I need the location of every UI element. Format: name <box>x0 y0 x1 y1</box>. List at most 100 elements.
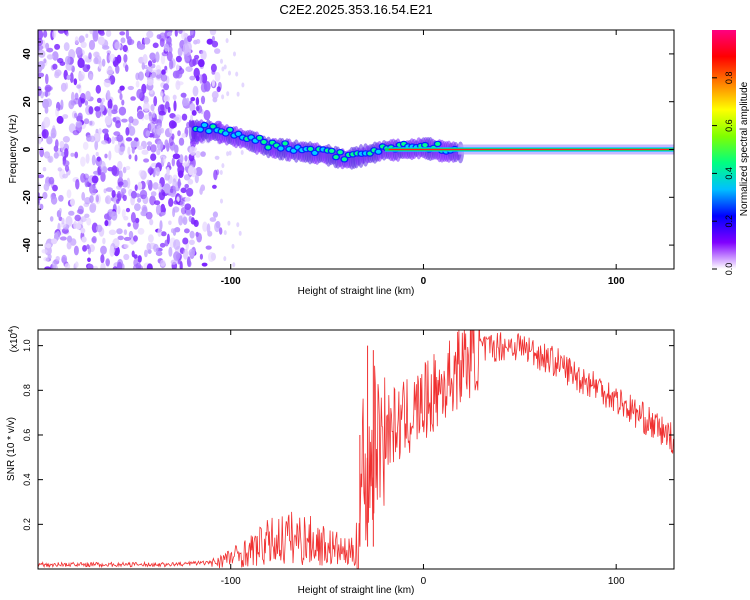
noise-blob <box>214 71 221 82</box>
noise-blob <box>125 126 130 136</box>
colorbar-ticks: 0.0 0.2 0.4 0.6 0.8 <box>712 72 734 275</box>
noise-blob <box>111 136 115 145</box>
noise-blob <box>190 114 194 122</box>
noise-blob <box>137 197 142 203</box>
noise-blob <box>166 31 172 37</box>
noise-blob <box>51 238 58 245</box>
trace-core <box>261 140 267 144</box>
noise-blob <box>108 150 112 161</box>
noise-blob <box>166 51 173 62</box>
noise-blob <box>172 207 176 218</box>
noise-blob <box>190 207 196 216</box>
noise-blob <box>72 130 80 136</box>
noise-blob <box>140 210 147 217</box>
noise-blob <box>93 265 98 269</box>
noise-blob <box>86 244 90 250</box>
noise-blob <box>118 170 123 180</box>
chart-title: C2E2.2025.353.16.54.E21 <box>279 2 432 17</box>
noise-blob <box>178 170 184 179</box>
noise-blob <box>146 179 151 186</box>
noise-blob <box>209 30 217 36</box>
noise-blob <box>200 184 205 191</box>
noise-blob <box>163 95 170 103</box>
noise-blob <box>190 30 194 36</box>
noise-blob <box>133 235 138 242</box>
noise-blob <box>188 239 195 246</box>
noise-blob <box>177 130 181 137</box>
noise-blob <box>134 154 138 162</box>
noise-blob <box>64 82 69 90</box>
noise-blob <box>66 235 73 243</box>
noise-blob <box>179 154 184 164</box>
noise-blob <box>186 35 193 42</box>
noise-blob <box>134 203 141 212</box>
noise-blob <box>157 183 162 193</box>
y-tick-label: 0 <box>22 146 33 152</box>
noise-blob <box>182 237 189 245</box>
noise-blob <box>152 42 159 49</box>
noise-blob <box>77 57 85 69</box>
noise-blob <box>183 37 188 46</box>
noise-blob <box>50 132 56 139</box>
noise-blob <box>82 245 88 252</box>
noise-blob <box>143 102 150 112</box>
noise-blob <box>182 248 189 260</box>
noise-blob <box>106 67 114 75</box>
noise-blob <box>61 151 66 157</box>
noise-blob <box>45 98 52 108</box>
noise-blob <box>58 207 62 214</box>
noise-blob <box>53 152 59 159</box>
noise-blob <box>219 170 223 175</box>
noise-blob <box>125 207 131 213</box>
noise-blob <box>162 156 166 164</box>
noise-blob <box>101 97 105 103</box>
noise-blob <box>101 140 108 145</box>
noise-blob <box>99 160 106 171</box>
noise-blob <box>219 227 223 235</box>
noise-blob <box>156 148 161 156</box>
trace-core <box>227 127 233 132</box>
noise-blob <box>210 63 217 73</box>
noise-blob <box>113 131 121 136</box>
noise-blob <box>106 90 111 101</box>
noise-blob <box>52 63 58 70</box>
y-tick-label: 1.0 <box>22 339 32 352</box>
trace-core <box>210 124 216 129</box>
noise-blob <box>134 184 138 191</box>
noise-blob <box>178 215 184 226</box>
noise-blob <box>95 151 99 157</box>
trace-core <box>278 146 284 151</box>
noise-blob <box>109 246 115 257</box>
trace-core <box>375 149 381 154</box>
noise-blob <box>43 30 48 38</box>
noise-blob <box>102 237 106 245</box>
noise-blob <box>118 181 124 186</box>
noise-blob <box>214 155 220 160</box>
noise-blob <box>195 75 200 82</box>
noise-blob <box>53 145 59 153</box>
y-tick-label: -20 <box>22 190 33 205</box>
noise-blob <box>195 105 200 112</box>
noise-blob <box>190 97 196 102</box>
noise-blob <box>168 197 174 207</box>
noise-blob <box>155 51 160 63</box>
noise-blob <box>236 91 240 97</box>
noise-blob <box>51 260 57 269</box>
noise-blob <box>186 187 194 197</box>
noise-blob <box>225 38 229 44</box>
noise-blob <box>150 144 157 153</box>
noise-blob <box>88 73 94 81</box>
noise-blob <box>122 44 128 53</box>
noise-blob <box>153 96 158 107</box>
noise-blob <box>128 230 134 239</box>
noise-blob <box>84 197 91 205</box>
spectrogram-axes: -100 0 100 -40 -20 0 20 40 <box>22 30 674 287</box>
noise-blob <box>211 79 215 87</box>
noise-blob <box>172 153 181 160</box>
noise-blob <box>65 215 73 227</box>
noise-blob <box>153 243 159 253</box>
snr-axes: -100 0 100 0.2 0.4 0.6 0.8 1.0 <box>22 330 674 587</box>
trace-core <box>329 148 335 153</box>
noise-blob <box>138 169 144 177</box>
noise-blob <box>146 263 153 269</box>
